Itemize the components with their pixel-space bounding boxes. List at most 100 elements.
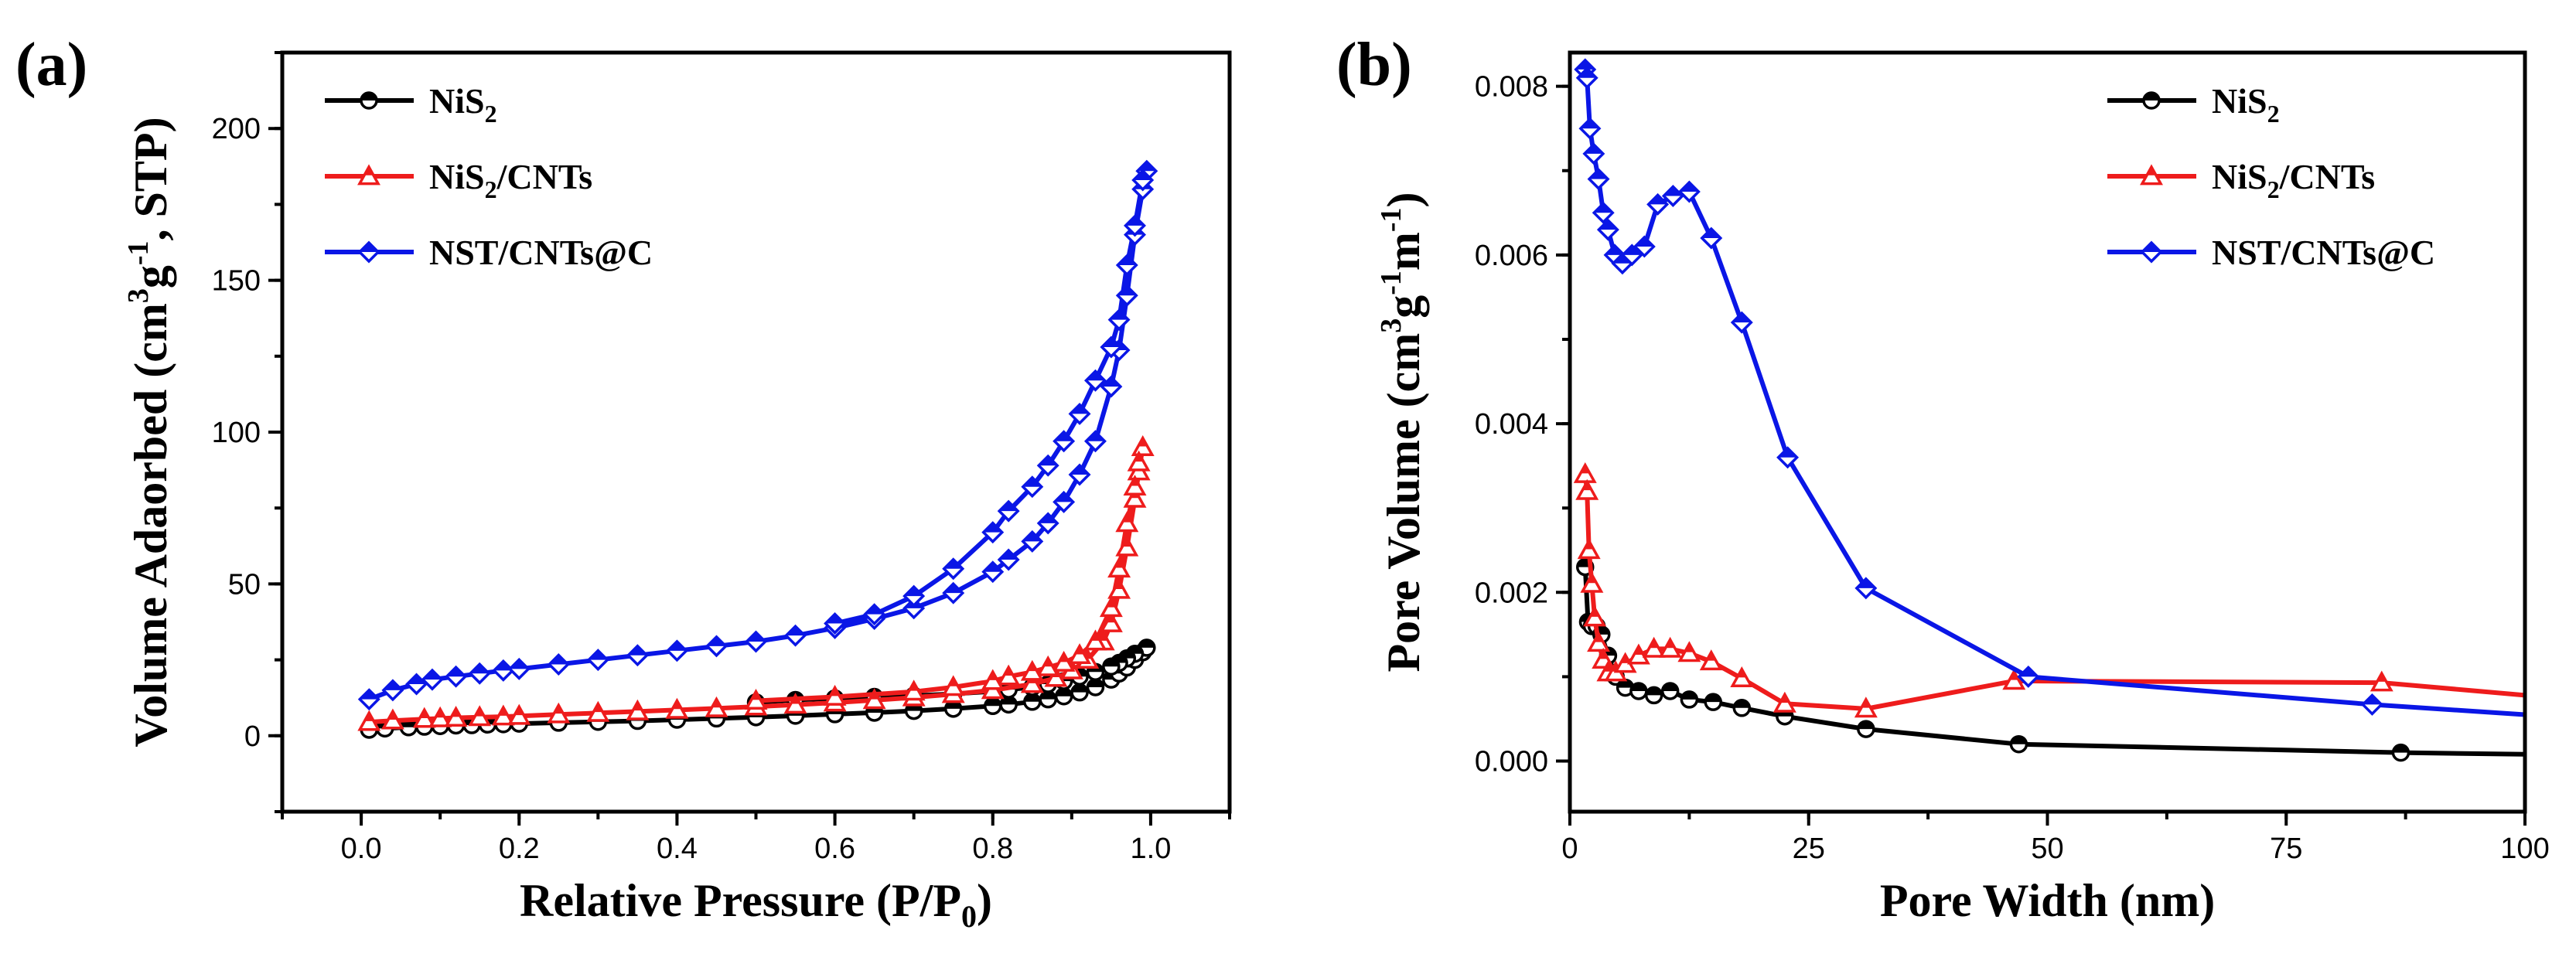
data-point-2-8-fill [1603, 662, 1613, 672]
data-point-3-4-fill [1584, 144, 1603, 154]
series-line-2 [1582, 474, 2525, 711]
panel-a-chart: (a) 0.0 0.2 0.4 0.6 0.8 1.0 0 50 100 150 200 Relativ… [15, 31, 1232, 934]
legend-label-3: NST/CNTs@C [2212, 233, 2435, 272]
data-point-3-15-fill [786, 626, 805, 636]
series-group [1573, 58, 2525, 762]
text-part: Volume Adaorbed (cm [125, 303, 176, 747]
data-point-2-38-fill [1075, 645, 1085, 655]
x-tick-label: 1.0 [1131, 833, 1172, 865]
legend-label-2: NiS2/CNTs [2212, 157, 2375, 203]
data-point-2-31-fill [1138, 438, 1148, 447]
legend-label-3: NST/CNTs@C [429, 233, 653, 272]
data-point-1-11-fill [1662, 683, 1678, 691]
y-tick-label: 50 [228, 568, 261, 601]
data-point-3-3-fill [407, 675, 426, 685]
data-point-2-36-fill [1106, 598, 1116, 608]
data-point-3-43-fill [999, 502, 1018, 512]
data-point-3-2-fill [383, 680, 402, 690]
text-part: /CNTs [496, 157, 593, 196]
series-line-3 [1582, 69, 2525, 717]
text-part: ) [977, 875, 992, 926]
data-point-3-47-fill [865, 605, 884, 615]
legend-marker-3-fill [2142, 243, 2161, 252]
data-point-2-13-fill [1665, 639, 1675, 649]
data-point-3-48-fill [825, 614, 844, 624]
data-point-3-27-fill [1101, 377, 1121, 387]
text-part: NST/CNTs@C [2212, 233, 2435, 272]
legend: NiS 2 NiS2/CNTs NST/CNTs@C [2107, 81, 2435, 272]
data-point-2-15-fill [790, 695, 800, 704]
data-point-3-5-fill [1589, 169, 1609, 179]
data-point-2-47-fill [751, 691, 761, 700]
text-part: NiS [429, 81, 485, 121]
data-point-2-45-fill [909, 682, 919, 691]
data-point-2-6 [1587, 631, 1611, 652]
data-point-3-15-fill [1701, 229, 1721, 239]
data-point-3-1-fill [1575, 60, 1595, 70]
data-point-3-12-fill [667, 641, 687, 651]
data-point-3-32-fill [1137, 162, 1156, 172]
data-point-2-16-fill [1737, 669, 1747, 678]
panel-b-chart: (b) 0 25 50 75 100 0.000 0.002 0.004 0.006 0.008 Po… [1336, 31, 2550, 926]
data-point-1-14-fill [1734, 700, 1750, 708]
y-tick-label: 100 [212, 417, 261, 449]
x-axis-title: Pore Width (nm) [1880, 875, 2215, 926]
data-point-2-2 [1575, 478, 1599, 500]
data-point-2-13 [1658, 636, 1682, 658]
data-point-3-2-fill [1578, 68, 1597, 78]
data-point-2-17-fill [869, 690, 879, 700]
data-point-3-9-fill [549, 655, 568, 665]
data-point-2-7-fill [1598, 650, 1609, 659]
data-point-3-20-fill [2363, 695, 2382, 705]
data-point-3-26-fill [1086, 431, 1105, 441]
data-point-2-44-fill [948, 677, 958, 686]
data-point-2-26-fill [1106, 614, 1116, 623]
data-point-3-29-fill [1117, 286, 1137, 296]
data-point-2-11-fill [1633, 646, 1643, 655]
data-point-2-9-fill [554, 705, 564, 714]
data-point-3-46-fill [904, 587, 923, 597]
data-point-3-41-fill [1039, 456, 1058, 466]
text-part: Relative Pressure (P/P [520, 875, 961, 926]
text-part: g [125, 265, 176, 288]
data-point-3-3-fill [1580, 119, 1599, 129]
data-point-3-13-fill [707, 636, 726, 646]
data-point-2-19-fill [2009, 671, 2019, 680]
text-part: 2 [2267, 100, 2280, 128]
data-point-3-25-fill [1070, 465, 1090, 475]
data-point-3-8-fill [1605, 245, 1625, 255]
series-line-1 [1582, 567, 2525, 757]
legend-marker-2-fill [2147, 167, 2156, 175]
data-point-1-10-fill [1646, 687, 1662, 696]
data-point-1-28-fill [1087, 679, 1104, 687]
text-part: NST/CNTs@C [429, 233, 653, 272]
data-point-2-4-fill [1587, 574, 1597, 584]
y-tick-label: 0.008 [1475, 71, 1548, 104]
data-point-3-4-fill [422, 670, 442, 680]
data-point-2-5-fill [1590, 608, 1600, 617]
data-point-3-39-fill [1070, 404, 1090, 414]
data-point-2-5 [444, 706, 468, 727]
data-point-2-6-fill [1594, 633, 1604, 642]
x-tick-label: 0.6 [814, 833, 855, 865]
data-point-1-23-fill [1001, 696, 1017, 705]
data-point-2-6-fill [475, 707, 485, 717]
data-point-2-14-fill [1684, 643, 1694, 652]
data-point-2-3-fill [419, 710, 429, 718]
x-tick-label: 0 [1561, 833, 1578, 865]
text-part: ) [1378, 192, 1429, 207]
data-point-2-40-fill [1043, 658, 1053, 667]
data-point-2-3-fill [1584, 540, 1594, 550]
data-point-2-42-fill [1004, 667, 1014, 676]
panel-label: (b) [1336, 31, 1412, 99]
data-point-2-2-fill [387, 711, 397, 720]
data-point-2-43-fill [988, 672, 998, 680]
text-part: 2 [485, 175, 497, 203]
data-point-3-6-fill [470, 664, 490, 674]
text-part: -1 [122, 240, 155, 265]
data-point-1-38-fill [1103, 659, 1119, 667]
text-part: NiS [2212, 157, 2267, 196]
data-point-2-8-fill [514, 707, 524, 716]
legend-marker-3-fill [360, 243, 378, 252]
y-axis-title: Pore Volume (cm3g-1m-1) [1375, 192, 1429, 672]
